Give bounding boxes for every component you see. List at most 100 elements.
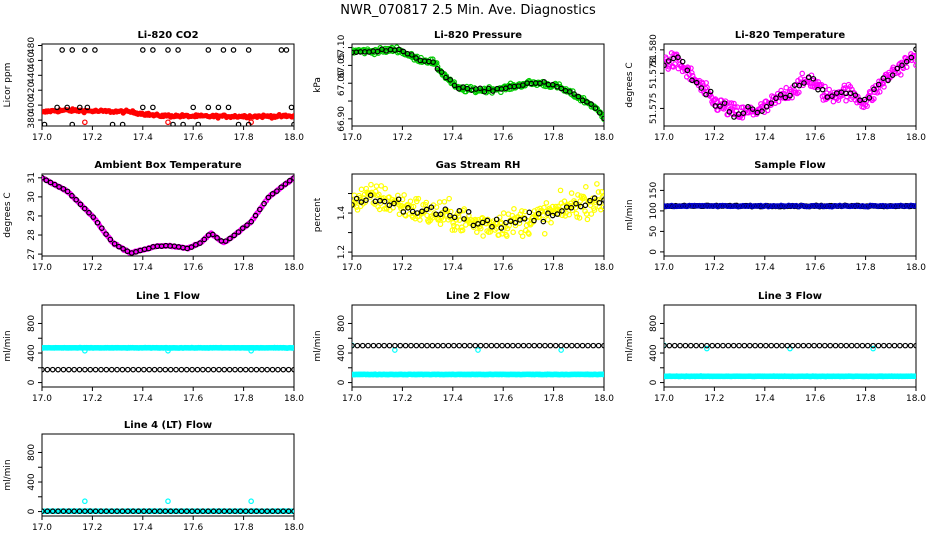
data-point [796,82,803,89]
data-point [173,366,179,373]
x-tick-label: 17.8 [544,263,564,273]
data-point [151,508,158,514]
data-point [561,198,568,205]
data-point [894,65,901,72]
data-point [252,212,259,219]
data-point [253,366,260,373]
data-point [768,203,774,209]
data-point [510,229,516,236]
y-tick-label: 1.4 [337,206,347,221]
data-point [376,191,382,198]
data-point [596,199,603,206]
data-point [248,498,254,505]
data-point [60,186,67,192]
data-point [400,209,407,215]
panel-1: Li-820 CO2 Licor ppm 17.0 17.2 17.4 17.6 17.8 1… [3,30,304,143]
data-point [727,203,733,210]
data-point [232,366,238,373]
data-point [543,200,550,206]
data-point [877,202,884,209]
data-point [194,508,201,514]
data-point [730,111,736,118]
data-point [283,47,290,53]
plot-frame [663,304,917,388]
data-point [368,181,374,188]
panel-title: Li-820 CO2 [137,30,198,41]
data-point [752,203,759,209]
y-axis-label: degrees C [625,62,635,107]
data-point [675,54,681,61]
data-point [541,230,548,237]
x-tick-label: 17.6 [805,263,825,273]
series-1 [352,371,604,378]
data-point [205,508,212,514]
data-point [434,66,441,72]
data-point [601,342,604,349]
y-tick-label: 28 [27,229,37,241]
data-point [826,203,833,210]
x-tick-label: 17.4 [755,133,775,143]
y-tick-label: 31 [27,172,37,183]
data-point [423,199,430,206]
data-point [259,508,265,514]
data-point [913,46,916,53]
plot-area [352,44,604,123]
data-point [545,210,551,217]
data-point [824,203,830,209]
data-point [391,200,397,207]
data-point [434,342,441,349]
y-axis-label: ml/min [3,330,13,361]
data-point [220,47,227,53]
data-point [693,342,699,349]
data-point [232,508,238,514]
data-point [852,92,859,98]
data-point [221,508,228,514]
x-tick-label: 17.2 [704,133,724,143]
data-point [600,204,604,211]
x-tick-label: 17.0 [654,263,674,273]
x-tick-label: 17.4 [133,394,153,404]
data-point [568,204,575,211]
data-point [892,202,899,209]
data-point [42,174,45,181]
data-point [668,202,675,209]
x-tick-label: 17.0 [32,523,52,533]
data-point [875,81,882,88]
plot-area [664,342,916,380]
data-point [291,508,294,514]
data-point [895,203,901,209]
data-point [526,209,533,216]
data-point [418,342,425,349]
data-point [461,206,467,212]
data-point [107,236,114,243]
data-point [221,366,228,373]
x-tick-label: 18.0 [284,394,304,404]
data-point [109,121,116,126]
data-point [867,202,873,209]
data-point [477,342,484,349]
data-point [793,202,800,209]
data-point [591,195,598,201]
data-point [257,206,263,213]
data-point [408,52,415,58]
data-point [413,342,420,349]
data-point [108,508,115,514]
plot-area [664,202,916,210]
data-point [82,47,88,53]
data-point [708,93,714,100]
panel-7: Line 1 Flow ml/min 17.0 17.2 17.4 17.6 17.8 18.… [3,291,304,404]
x-tick-label: 18.0 [906,394,926,404]
data-point [728,100,735,106]
data-point [90,214,97,220]
data-point [162,366,169,373]
data-point [601,371,604,378]
data-point [445,342,452,349]
data-point [140,47,146,53]
data-point [461,216,467,222]
x-tick-label: 18.0 [906,133,926,143]
data-point [92,366,99,373]
data-point [703,91,709,98]
panel-title: Sample Flow [754,160,826,171]
data-point [253,508,260,514]
data-point [98,225,105,231]
